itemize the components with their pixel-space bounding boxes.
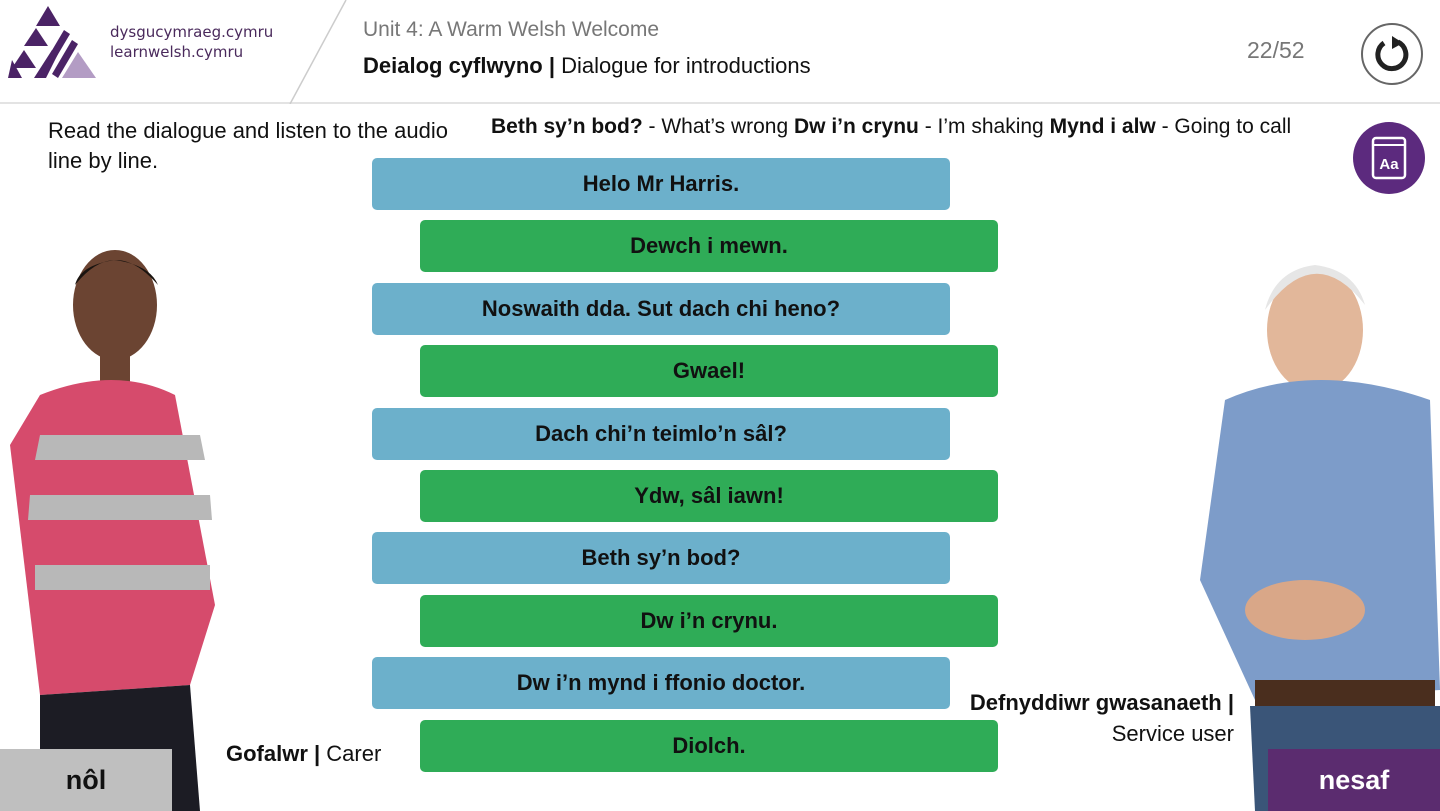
instructions: Read the dialogue and listen to the audi…: [48, 118, 448, 173]
vocab-welsh: Beth sy’n bod?: [491, 115, 643, 138]
book-icon: Aa: [1371, 136, 1407, 180]
vocab-welsh: Dw i’n crynu: [794, 115, 919, 138]
header: dysgucymraeg.cymru learnwelsh.cymru Unit…: [0, 0, 1440, 104]
unit-title: Unit 4: A Warm Welsh Welcome: [363, 18, 660, 41]
dialogue-line-carer[interactable]: Dach chi’n teimlo’n sâl?: [372, 407, 950, 460]
logo-line: learnwelsh.cymru: [110, 43, 244, 61]
slide-counter: 22/52: [1247, 37, 1305, 63]
reload-button[interactable]: [1361, 23, 1423, 85]
vocab-list: Beth sy’n bod? - What’s wrong Dw i’n cry…: [491, 115, 1291, 139]
vocab-welsh: Mynd i alw: [1049, 115, 1156, 138]
dialogue-line-user[interactable]: Diolch.: [420, 719, 998, 772]
dialogue-line-carer[interactable]: Helo Mr Harris.: [372, 158, 950, 210]
divider: [289, 0, 347, 104]
dialogue-line-carer[interactable]: Noswaith dda. Sut dach chi heno?: [372, 282, 950, 335]
page-title: Deialog cyflwyno | Dialogue for introduc…: [363, 53, 811, 79]
logo-text: dysgucymraeg.cymru learnwelsh.cymru: [110, 22, 273, 62]
carer-image: [10, 250, 215, 811]
dialogue-line-carer[interactable]: Dw i’n mynd i ffonio doctor.: [372, 657, 950, 710]
logo-line: dysgucymraeg.cymru: [110, 23, 274, 41]
carer-label-welsh: Gofalwr |: [226, 741, 321, 766]
reload-icon: [1375, 36, 1409, 72]
dialogue-line-user[interactable]: Ydw, sâl iawn!: [420, 470, 998, 522]
dialogue-line-user[interactable]: Gwael!: [420, 345, 998, 398]
glossary-label: Aa: [1379, 156, 1399, 173]
carer-label: Gofalwr | Carer: [226, 741, 381, 767]
vocab-english: - What’s wrong: [642, 115, 794, 138]
logo-icon: [8, 6, 96, 78]
dialogue-line-user[interactable]: Dewch i mewn.: [420, 220, 998, 273]
glossary-button[interactable]: Aa: [1353, 122, 1425, 194]
back-button[interactable]: nôl: [0, 749, 172, 811]
service-user-label: Defnyddiwr gwasanaeth | Service user: [970, 687, 1234, 749]
next-button[interactable]: nesaf: [1268, 749, 1440, 811]
vocab-english: - Going to call: [1155, 115, 1292, 138]
vocab-english: - I’m shaking: [918, 115, 1050, 138]
user-label-english: Service user: [1111, 721, 1234, 746]
user-label-welsh: Defnyddiwr gwasanaeth |: [969, 690, 1234, 715]
dialogue-line-carer[interactable]: Beth sy’n bod?: [372, 532, 950, 585]
dialogue-line-user[interactable]: Dw i’n crynu.: [420, 594, 998, 647]
carer-label-english: Carer: [320, 741, 382, 766]
title-english: Dialogue for introductions: [554, 53, 811, 78]
title-welsh: Deialog cyflwyno |: [363, 53, 555, 78]
